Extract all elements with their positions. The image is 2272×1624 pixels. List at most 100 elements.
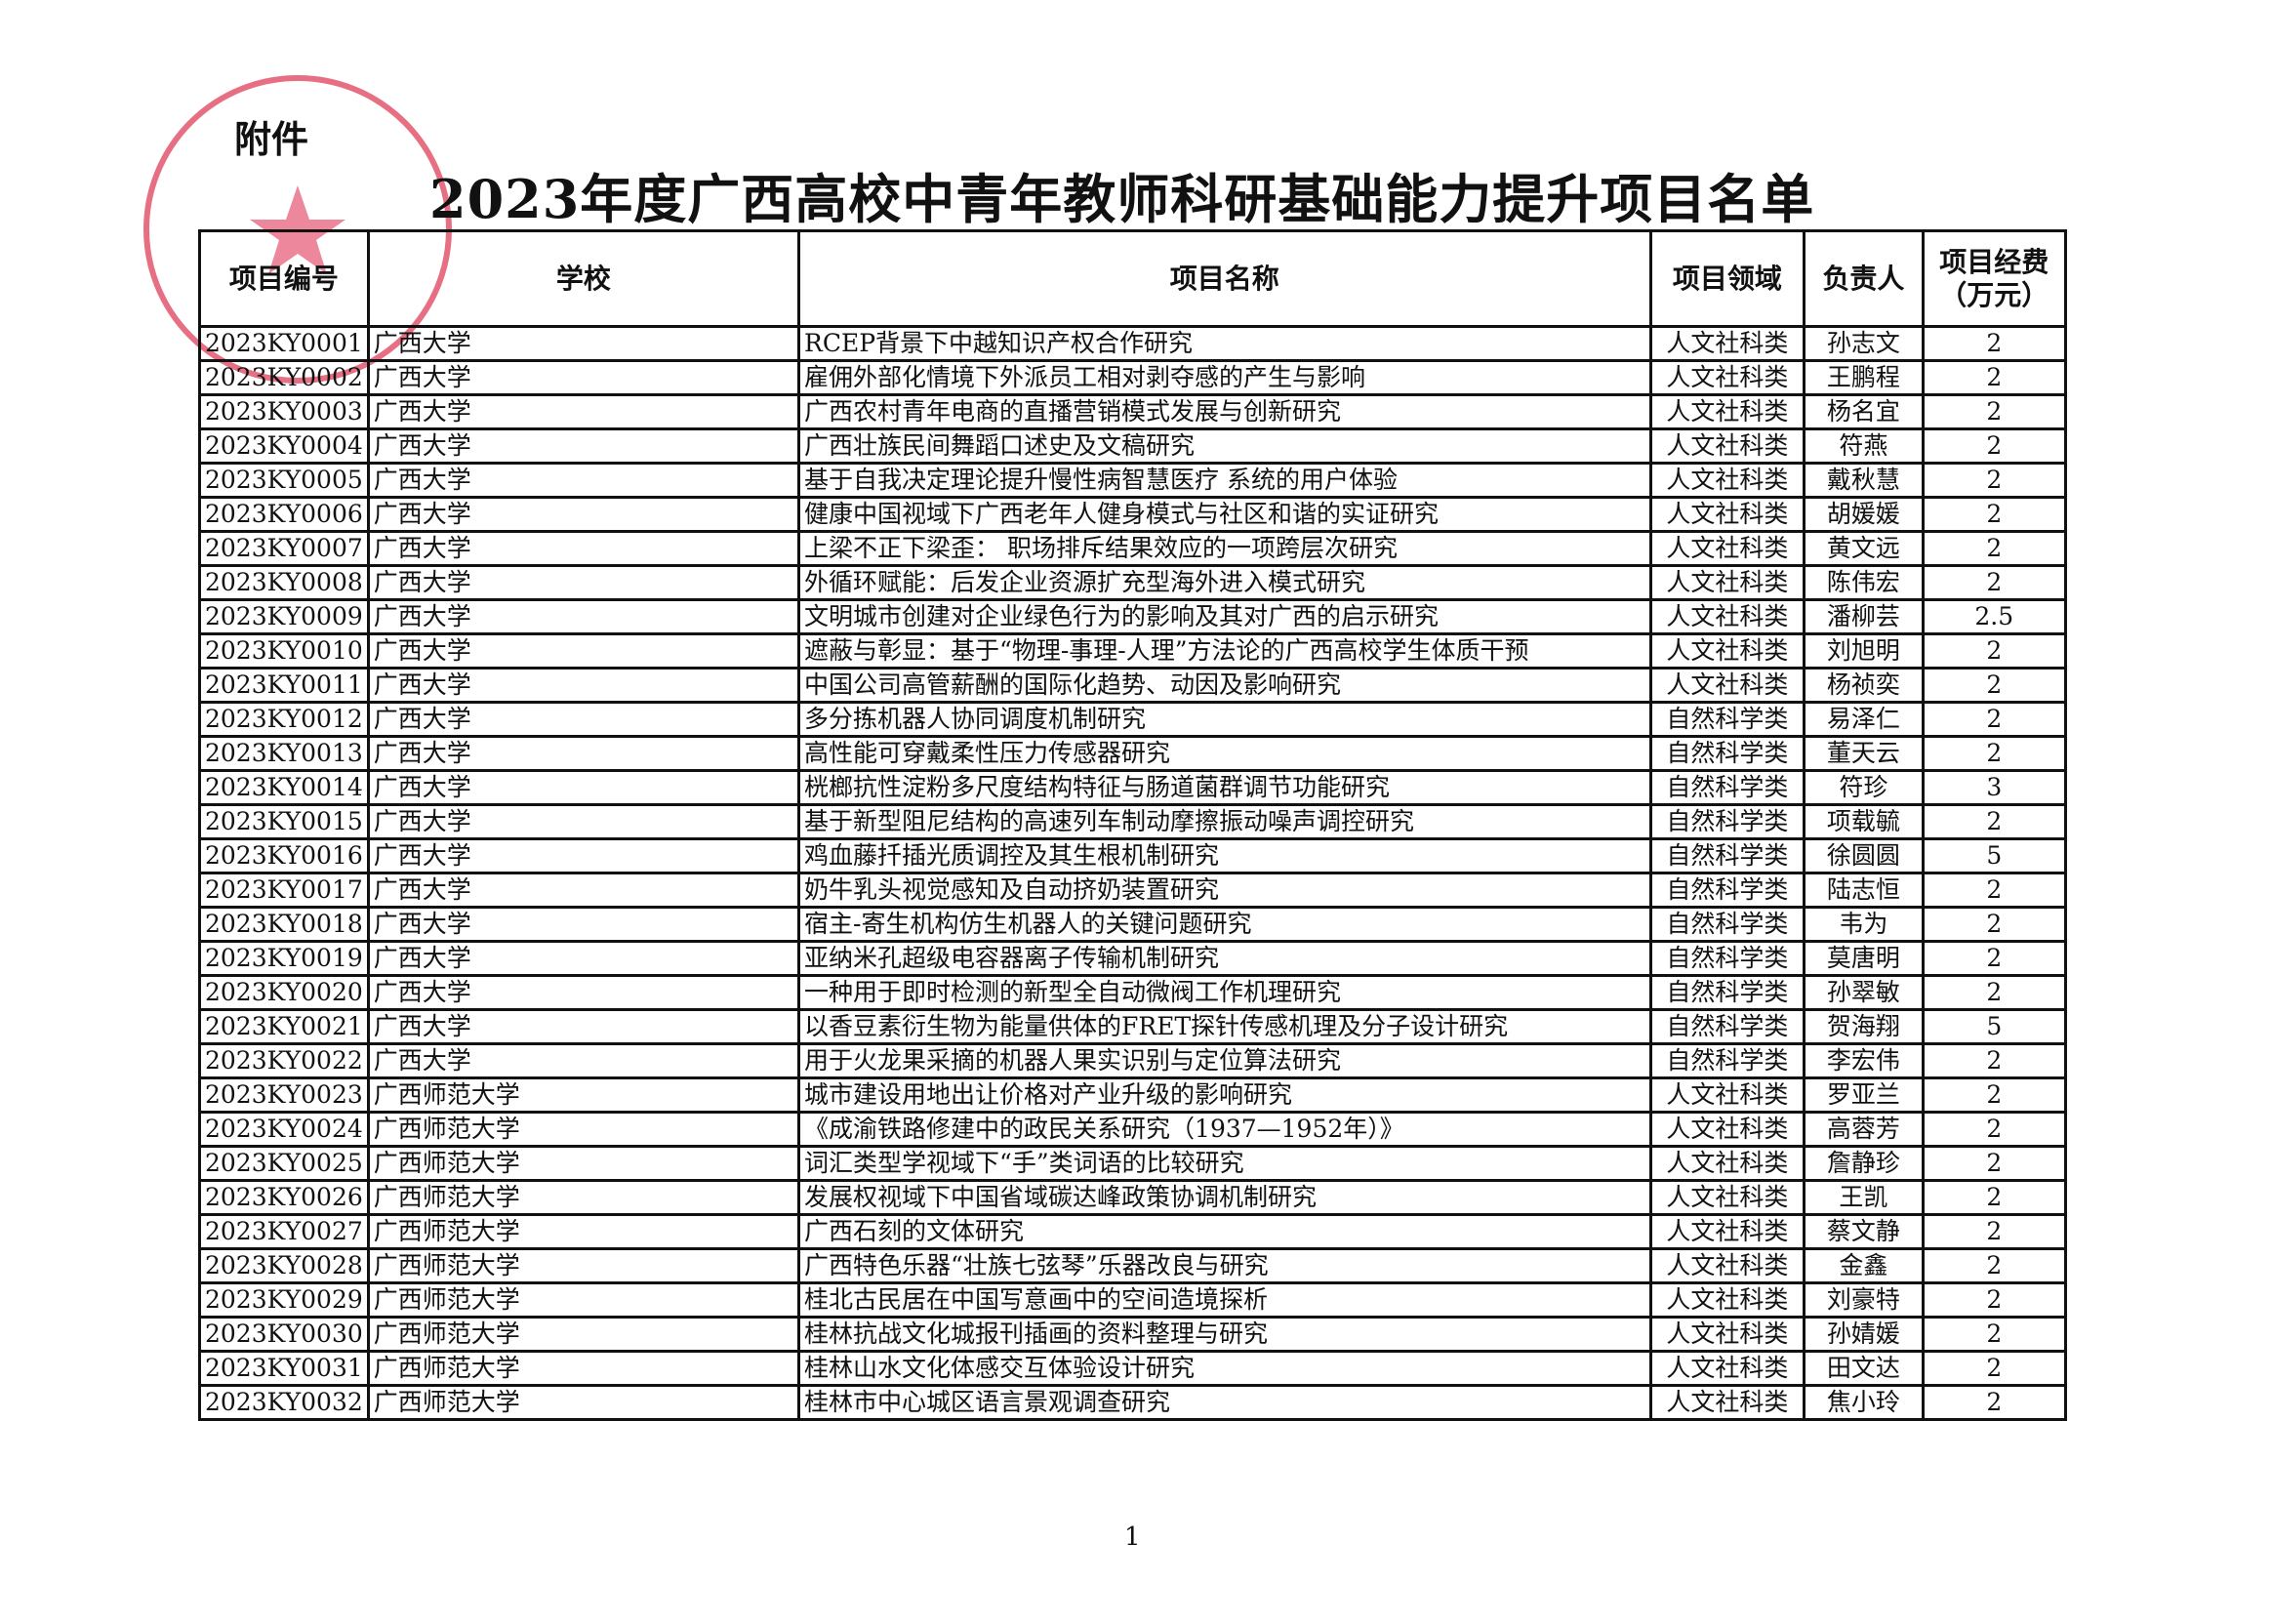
cell-leader: 易泽仁 [1803,701,1925,738]
cell-project-id: 2023KY0003 [198,393,370,430]
cell-leader: 詹静珍 [1803,1145,1925,1182]
cell-project-id: 2023KY0032 [198,1384,370,1421]
cell-school: 广西师范大学 [366,1213,801,1250]
cell-funding: 2 [1921,496,2068,533]
cell-leader: 贺海翔 [1803,1008,1925,1045]
cell-leader: 金鑫 [1803,1247,1925,1284]
cell-project-id: 2023KY0002 [198,359,370,396]
cell-leader: 孙志文 [1803,325,1925,362]
cell-school: 广西大学 [366,837,801,874]
table-row: 2023KY0025 广西师范大学 词汇类型学视域下“手”类词语的比较研究 人文社科类… [198,1145,2068,1182]
cell-field: 人文社科类 [1648,598,1806,635]
cell-project-name: 桄榔抗性淀粉多尺度结构特征与肠道菌群调节功能研究 [797,769,1652,806]
cell-school: 广西大学 [366,701,801,738]
cell-project-name: 宿主-寄生机构仿生机器人的关键问题研究 [797,906,1652,943]
cell-project-id: 2023KY0024 [198,1111,370,1148]
cell-funding: 2 [1921,564,2068,601]
table-row: 2023KY0014 广西大学 桄榔抗性淀粉多尺度结构特征与肠道菌群调节功能研究 自然… [198,769,2068,806]
cell-field: 自然科学类 [1648,872,1806,909]
cell-leader: 陈伟宏 [1803,564,1925,601]
cell-school: 广西师范大学 [366,1281,801,1319]
cell-project-id: 2023KY0018 [198,906,370,943]
cell-leader: 李宏伟 [1803,1042,1925,1079]
cell-school: 广西师范大学 [366,1247,801,1284]
cell-funding: 2 [1921,359,2068,396]
table-row: 2023KY0004 广西大学 广西壮族民间舞蹈口述史及文稿研究 人文社科类 符燕 2 [198,427,2068,465]
cell-project-name: 词汇类型学视域下“手”类词语的比较研究 [797,1145,1652,1182]
cell-project-name: 鸡血藤扦插光质调控及其生根机制研究 [797,837,1652,874]
cell-project-name: 基于自我决定理论提升慢性病智慧医疗 系统的用户体验 [797,462,1652,499]
cell-project-id: 2023KY0026 [198,1179,370,1216]
cell-project-name: RCEP背景下中越知识产权合作研究 [797,325,1652,362]
cell-project-id: 2023KY0014 [198,769,370,806]
table-row: 2023KY0017 广西大学 奶牛乳头视觉感知及自动挤奶装置研究 自然科学类 陆志恒 2 [198,872,2068,909]
cell-school: 广西大学 [366,564,801,601]
cell-funding: 2 [1921,1384,2068,1421]
page-number: 1 [1124,1522,1141,1552]
cell-funding: 2 [1921,667,2068,704]
cell-funding: 2 [1921,393,2068,430]
cell-project-name: 一种用于即时检测的新型全自动微阀工作机理研究 [797,974,1652,1011]
cell-school: 广西师范大学 [366,1179,801,1216]
cell-funding: 2 [1921,632,2068,670]
cell-project-name: 遮蔽与彰显：基于“物理-事理-人理”方法论的广西高校学生体质干预 [797,632,1652,670]
table-row: 2023KY0030 广西师范大学 桂林抗战文化城报刊插画的资料整理与研究 人文社科类… [198,1316,2068,1353]
cell-project-name: 基于新型阻尼结构的高速列车制动摩擦振动噪声调控研究 [797,803,1652,840]
cell-school: 广西师范大学 [366,1076,801,1114]
table-row: 2023KY0024 广西师范大学 《成渝铁路修建中的政民关系研究（1937—195… [198,1111,2068,1148]
cell-leader: 蔡文静 [1803,1213,1925,1250]
cell-project-name: 桂林市中心城区语言景观调查研究 [797,1384,1652,1421]
cell-field: 人文社科类 [1648,427,1806,465]
table-row: 2023KY0021 广西大学 以香豆素衍生物为能量供体的FRET探针传感机理及分子… [198,1008,2068,1045]
cell-field: 人文社科类 [1648,1281,1806,1319]
table-row: 2023KY0027 广西师范大学 广西石刻的文体研究 人文社科类 蔡文静 2 [198,1213,2068,1250]
header-leader: 负责人 [1803,229,1925,328]
cell-school: 广西大学 [366,1042,801,1079]
cell-school: 广西大学 [366,598,801,635]
cell-project-name: 外循环赋能：后发企业资源扩充型海外进入模式研究 [797,564,1652,601]
cell-school: 广西师范大学 [366,1316,801,1353]
cell-project-name: 桂林山水文化体感交互体验设计研究 [797,1350,1652,1387]
cell-project-name: 亚纳米孔超级电容器离子传输机制研究 [797,940,1652,977]
cell-project-id: 2023KY0004 [198,427,370,465]
table-row: 2023KY0005 广西大学 基于自我决定理论提升慢性病智慧医疗 系统的用户体验人… [198,462,2068,499]
cell-school: 广西大学 [366,940,801,977]
cell-project-id: 2023KY0030 [198,1316,370,1353]
cell-project-id: 2023KY0020 [198,974,370,1011]
cell-project-name: 以香豆素衍生物为能量供体的FRET探针传感机理及分子设计研究 [797,1008,1652,1045]
cell-school: 广西大学 [366,359,801,396]
cell-funding: 5 [1921,837,2068,874]
cell-school: 广西师范大学 [366,1384,801,1421]
table-row: 2023KY0007 广西大学 上梁不正下梁歪： 职场排斥结果效应的一项跨层次研究人… [198,530,2068,567]
cell-funding: 2 [1921,1042,2068,1079]
cell-project-id: 2023KY0001 [198,325,370,362]
cell-funding: 2 [1921,872,2068,909]
cell-project-id: 2023KY0010 [198,632,370,670]
cell-project-id: 2023KY0023 [198,1076,370,1114]
cell-funding: 2 [1921,1076,2068,1114]
cell-school: 广西大学 [366,735,801,772]
cell-field: 人文社科类 [1648,564,1806,601]
cell-funding: 2 [1921,1145,2068,1182]
cell-school: 广西大学 [366,496,801,533]
cell-project-name: 广西壮族民间舞蹈口述史及文稿研究 [797,427,1652,465]
cell-field: 人文社科类 [1648,462,1806,499]
cell-leader: 符燕 [1803,427,1925,465]
table-row: 2023KY0026 广西师范大学 发展权视域下中国省域碳达峰政策协调机制研究 人文社… [198,1179,2068,1216]
cell-field: 人文社科类 [1648,1350,1806,1387]
cell-school: 广西大学 [366,906,801,943]
cell-project-name: 健康中国视域下广西老年人健身模式与社区和谐的实证研究 [797,496,1652,533]
cell-field: 人文社科类 [1648,1213,1806,1250]
cell-leader: 王凯 [1803,1179,1925,1216]
cell-project-name: 城市建设用地出让价格对产业升级的影响研究 [797,1076,1652,1114]
cell-school: 广西师范大学 [366,1111,801,1148]
header-field: 项目领域 [1648,229,1806,328]
cell-funding: 2 [1921,701,2068,738]
cell-school: 广西大学 [366,803,801,840]
attachment-label: 附件 [234,118,309,161]
cell-funding: 2 [1921,940,2068,977]
cell-leader: 陆志恒 [1803,872,1925,909]
cell-project-name: 奶牛乳头视觉感知及自动挤奶装置研究 [797,872,1652,909]
cell-field: 人文社科类 [1648,1076,1806,1114]
cell-school: 广西大学 [366,530,801,567]
